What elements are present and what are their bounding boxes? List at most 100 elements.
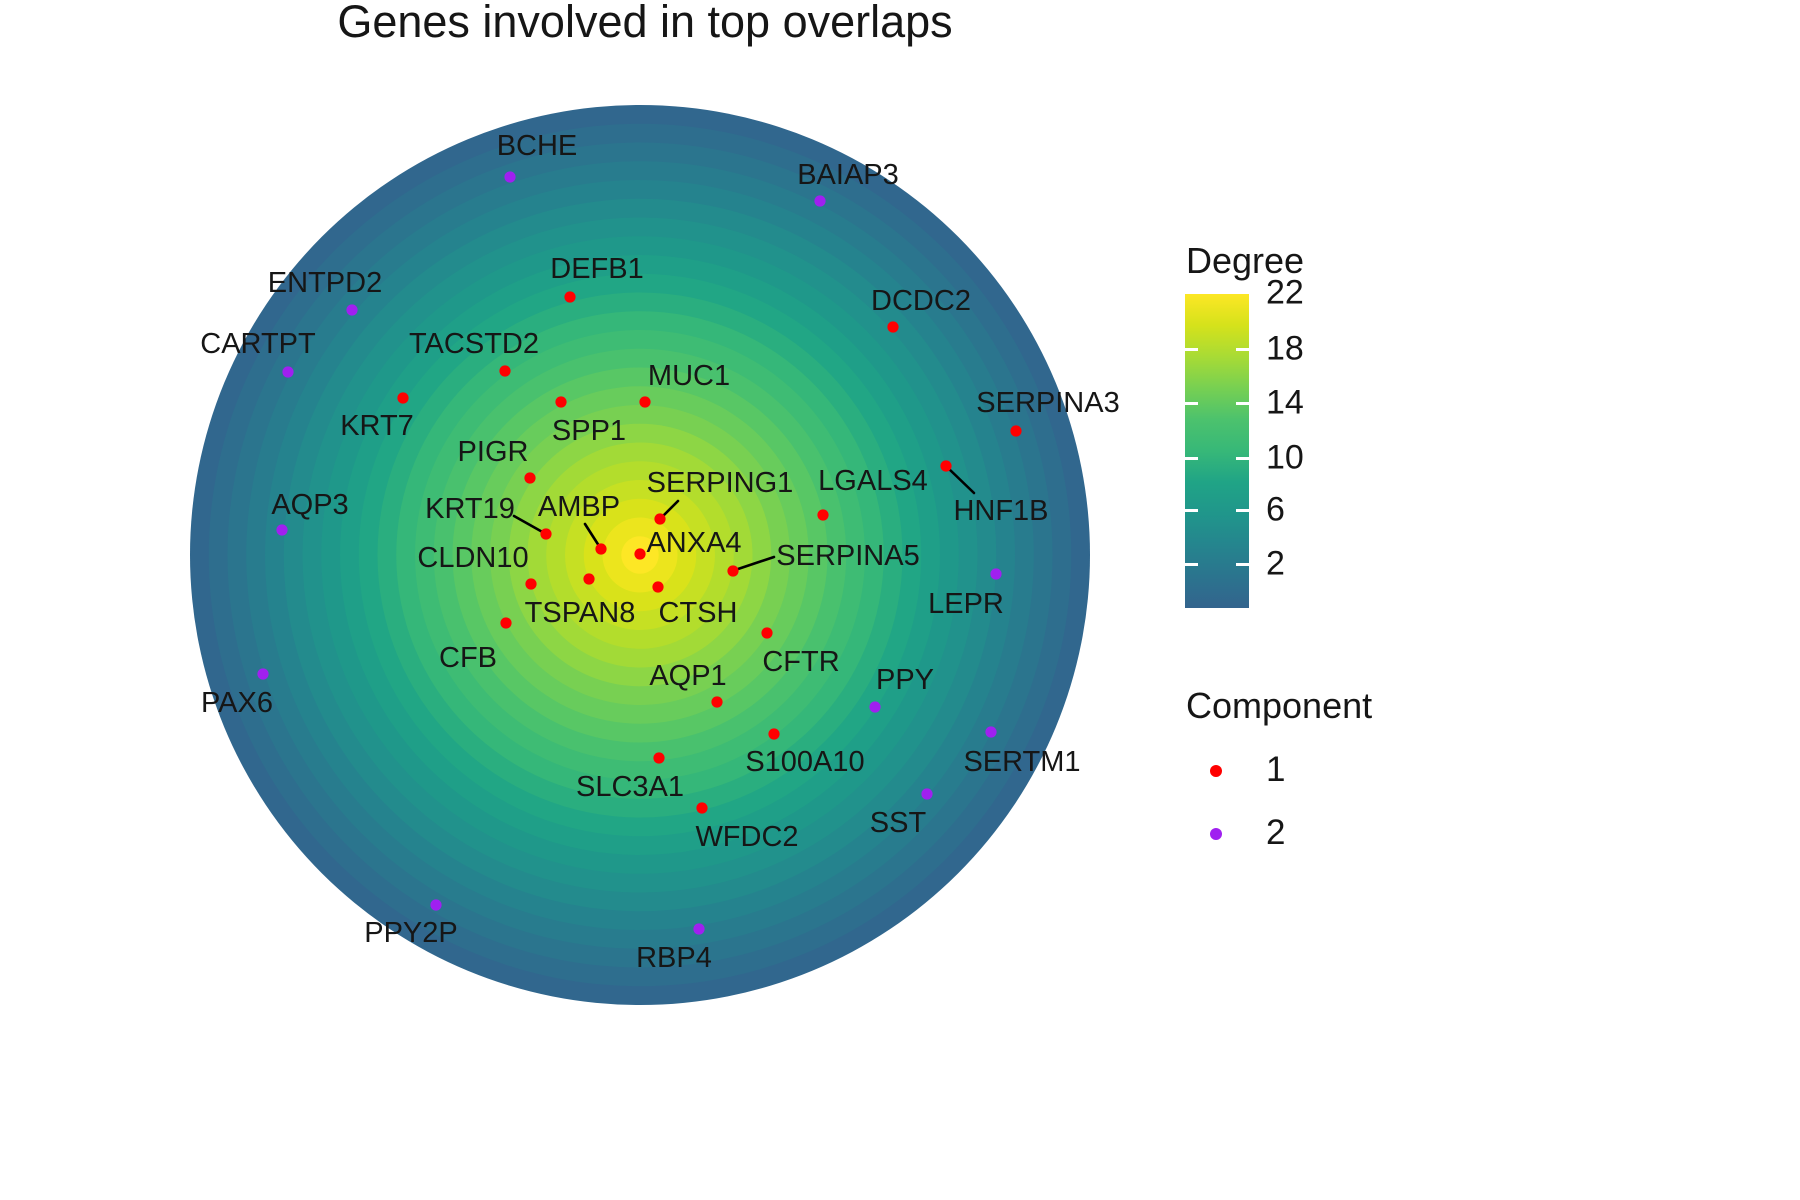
node-label-BCHE: BCHE bbox=[497, 130, 578, 162]
node-label-KRT7: KRT7 bbox=[340, 410, 414, 442]
node-dot-LGALS4 bbox=[817, 509, 829, 521]
node-label-DEFB1: DEFB1 bbox=[550, 253, 643, 285]
node-label-SERPINA3: SERPINA3 bbox=[976, 387, 1119, 419]
colorbar-tick-label-10: 10 bbox=[1266, 438, 1304, 477]
node-label-AQP3: AQP3 bbox=[271, 489, 348, 521]
component-legend-label-2: 2 bbox=[1266, 813, 1286, 853]
node-label-SERPINA5: SERPINA5 bbox=[776, 540, 919, 572]
node-dot-BCHE bbox=[504, 171, 516, 183]
node-dot-PPY bbox=[869, 701, 881, 713]
node-dot-CLDN10 bbox=[525, 578, 537, 590]
node-dot-SERPINA3 bbox=[1010, 425, 1022, 437]
leader-line-HNF1B bbox=[946, 466, 976, 495]
node-dot-MUC1 bbox=[639, 396, 651, 408]
node-label-CTSH: CTSH bbox=[659, 597, 738, 629]
colorbar-tick-label-14: 14 bbox=[1266, 383, 1304, 422]
component-legend-dot-1 bbox=[1210, 765, 1222, 777]
colorbar-tick-mark bbox=[1236, 457, 1249, 461]
node-dot-SPP1 bbox=[555, 396, 567, 408]
leader-line-SERPINA5 bbox=[736, 555, 776, 571]
node-label-PAX6: PAX6 bbox=[201, 687, 273, 719]
gene-node-dots bbox=[257, 171, 1022, 935]
colorbar-tick-label-22: 22 bbox=[1266, 273, 1304, 312]
node-label-SERPING1: SERPING1 bbox=[647, 467, 794, 499]
component-legend-dot-2 bbox=[1210, 828, 1222, 840]
node-label-HNF1B: HNF1B bbox=[953, 495, 1048, 527]
colorbar-tick-label-6: 6 bbox=[1266, 490, 1285, 529]
node-label-MUC1: MUC1 bbox=[648, 360, 730, 392]
node-label-LGALS4: LGALS4 bbox=[818, 465, 928, 497]
node-label-CFB: CFB bbox=[439, 642, 497, 674]
node-dot-CFB bbox=[500, 617, 512, 629]
node-dot-ANXA4 bbox=[634, 548, 646, 560]
node-dot-LEPR bbox=[990, 568, 1002, 580]
node-label-PPY: PPY bbox=[876, 664, 934, 696]
node-dot-AQP3 bbox=[276, 524, 288, 536]
node-dot-HNF1B bbox=[940, 460, 952, 472]
node-label-SST: SST bbox=[870, 807, 927, 839]
node-dot-DEFB1 bbox=[564, 291, 576, 303]
node-label-S100A10: S100A10 bbox=[745, 746, 864, 778]
node-label-ENTPD2: ENTPD2 bbox=[268, 267, 382, 299]
node-label-BAIAP3: BAIAP3 bbox=[797, 159, 899, 191]
node-label-PPY2P: PPY2P bbox=[364, 917, 458, 949]
node-label-LEPR: LEPR bbox=[928, 588, 1004, 620]
node-label-CFTR: CFTR bbox=[762, 646, 839, 678]
node-dot-PPY2P bbox=[430, 899, 442, 911]
node-dot-SERPINA5 bbox=[727, 565, 739, 577]
node-dot-CFTR bbox=[761, 627, 773, 639]
node-label-WFDC2: WFDC2 bbox=[695, 821, 798, 853]
colorbar-tick-mark bbox=[1236, 348, 1249, 352]
node-label-AMBP: AMBP bbox=[538, 491, 620, 523]
node-dot-CARTPT bbox=[282, 366, 294, 378]
chart-title: Genes involved in top overlaps bbox=[337, 0, 953, 47]
node-dot-CTSH bbox=[652, 581, 664, 593]
node-label-AQP1: AQP1 bbox=[649, 660, 726, 692]
component-legend-label-1: 1 bbox=[1266, 750, 1286, 790]
node-dot-SERTM1 bbox=[985, 726, 997, 738]
node-dot-PAX6 bbox=[257, 668, 269, 680]
node-dot-ENTPD2 bbox=[346, 304, 358, 316]
node-dot-SLC3A1 bbox=[653, 752, 665, 764]
node-label-SPP1: SPP1 bbox=[552, 415, 626, 447]
node-label-RBP4: RBP4 bbox=[636, 942, 712, 974]
node-label-SLC3A1: SLC3A1 bbox=[576, 771, 684, 803]
gene-node-labels: BCHE BAIAP3 ENTPD2 CARTPT AQP3 PAX6 PPY LEPR SER… bbox=[200, 130, 1119, 974]
node-dot-S100A10 bbox=[768, 728, 780, 740]
node-label-ANXA4: ANXA4 bbox=[646, 527, 741, 559]
component-legend-title: Component bbox=[1186, 685, 1373, 726]
colorbar-tick-label-18: 18 bbox=[1266, 329, 1304, 368]
node-dot-RBP4 bbox=[693, 923, 705, 935]
colorbar-tick-mark bbox=[1185, 348, 1198, 352]
node-dot-TSPAN8 bbox=[583, 573, 595, 585]
node-label-CARTPT: CARTPT bbox=[200, 328, 316, 360]
colorbar-tick-mark bbox=[1185, 457, 1198, 461]
node-label-SERTM1: SERTM1 bbox=[963, 746, 1080, 778]
node-dot-AMBP bbox=[595, 543, 607, 555]
node-label-CLDN10: CLDN10 bbox=[417, 542, 528, 574]
colorbar-tick-mark bbox=[1236, 402, 1249, 406]
node-dot-KRT19 bbox=[540, 528, 552, 540]
node-dot-PIGR bbox=[524, 472, 536, 484]
node-dot-KRT7 bbox=[397, 392, 409, 404]
colorbar-tick-mark bbox=[1185, 402, 1198, 406]
node-dot-WFDC2 bbox=[696, 802, 708, 814]
node-dot-SST bbox=[921, 788, 933, 800]
node-dot-SERPING1 bbox=[654, 513, 666, 525]
colorbar-tick-mark bbox=[1185, 509, 1198, 513]
degree-colorbar bbox=[1185, 294, 1249, 608]
node-label-TACSTD2: TACSTD2 bbox=[409, 328, 539, 360]
node-label-PIGR: PIGR bbox=[458, 436, 529, 468]
leader-line-KRT19 bbox=[512, 514, 548, 536]
colorbar-tick-label-2: 2 bbox=[1266, 544, 1285, 583]
colorbar-tick-mark bbox=[1236, 509, 1249, 513]
node-label-TSPAN8: TSPAN8 bbox=[525, 597, 636, 629]
node-label-KRT19: KRT19 bbox=[425, 493, 515, 525]
colorbar-tick-mark bbox=[1185, 563, 1198, 567]
node-dot-AQP1 bbox=[711, 696, 723, 708]
node-label-DCDC2: DCDC2 bbox=[871, 285, 971, 317]
node-dot-TACSTD2 bbox=[499, 365, 511, 377]
node-dot-BAIAP3 bbox=[814, 195, 826, 207]
